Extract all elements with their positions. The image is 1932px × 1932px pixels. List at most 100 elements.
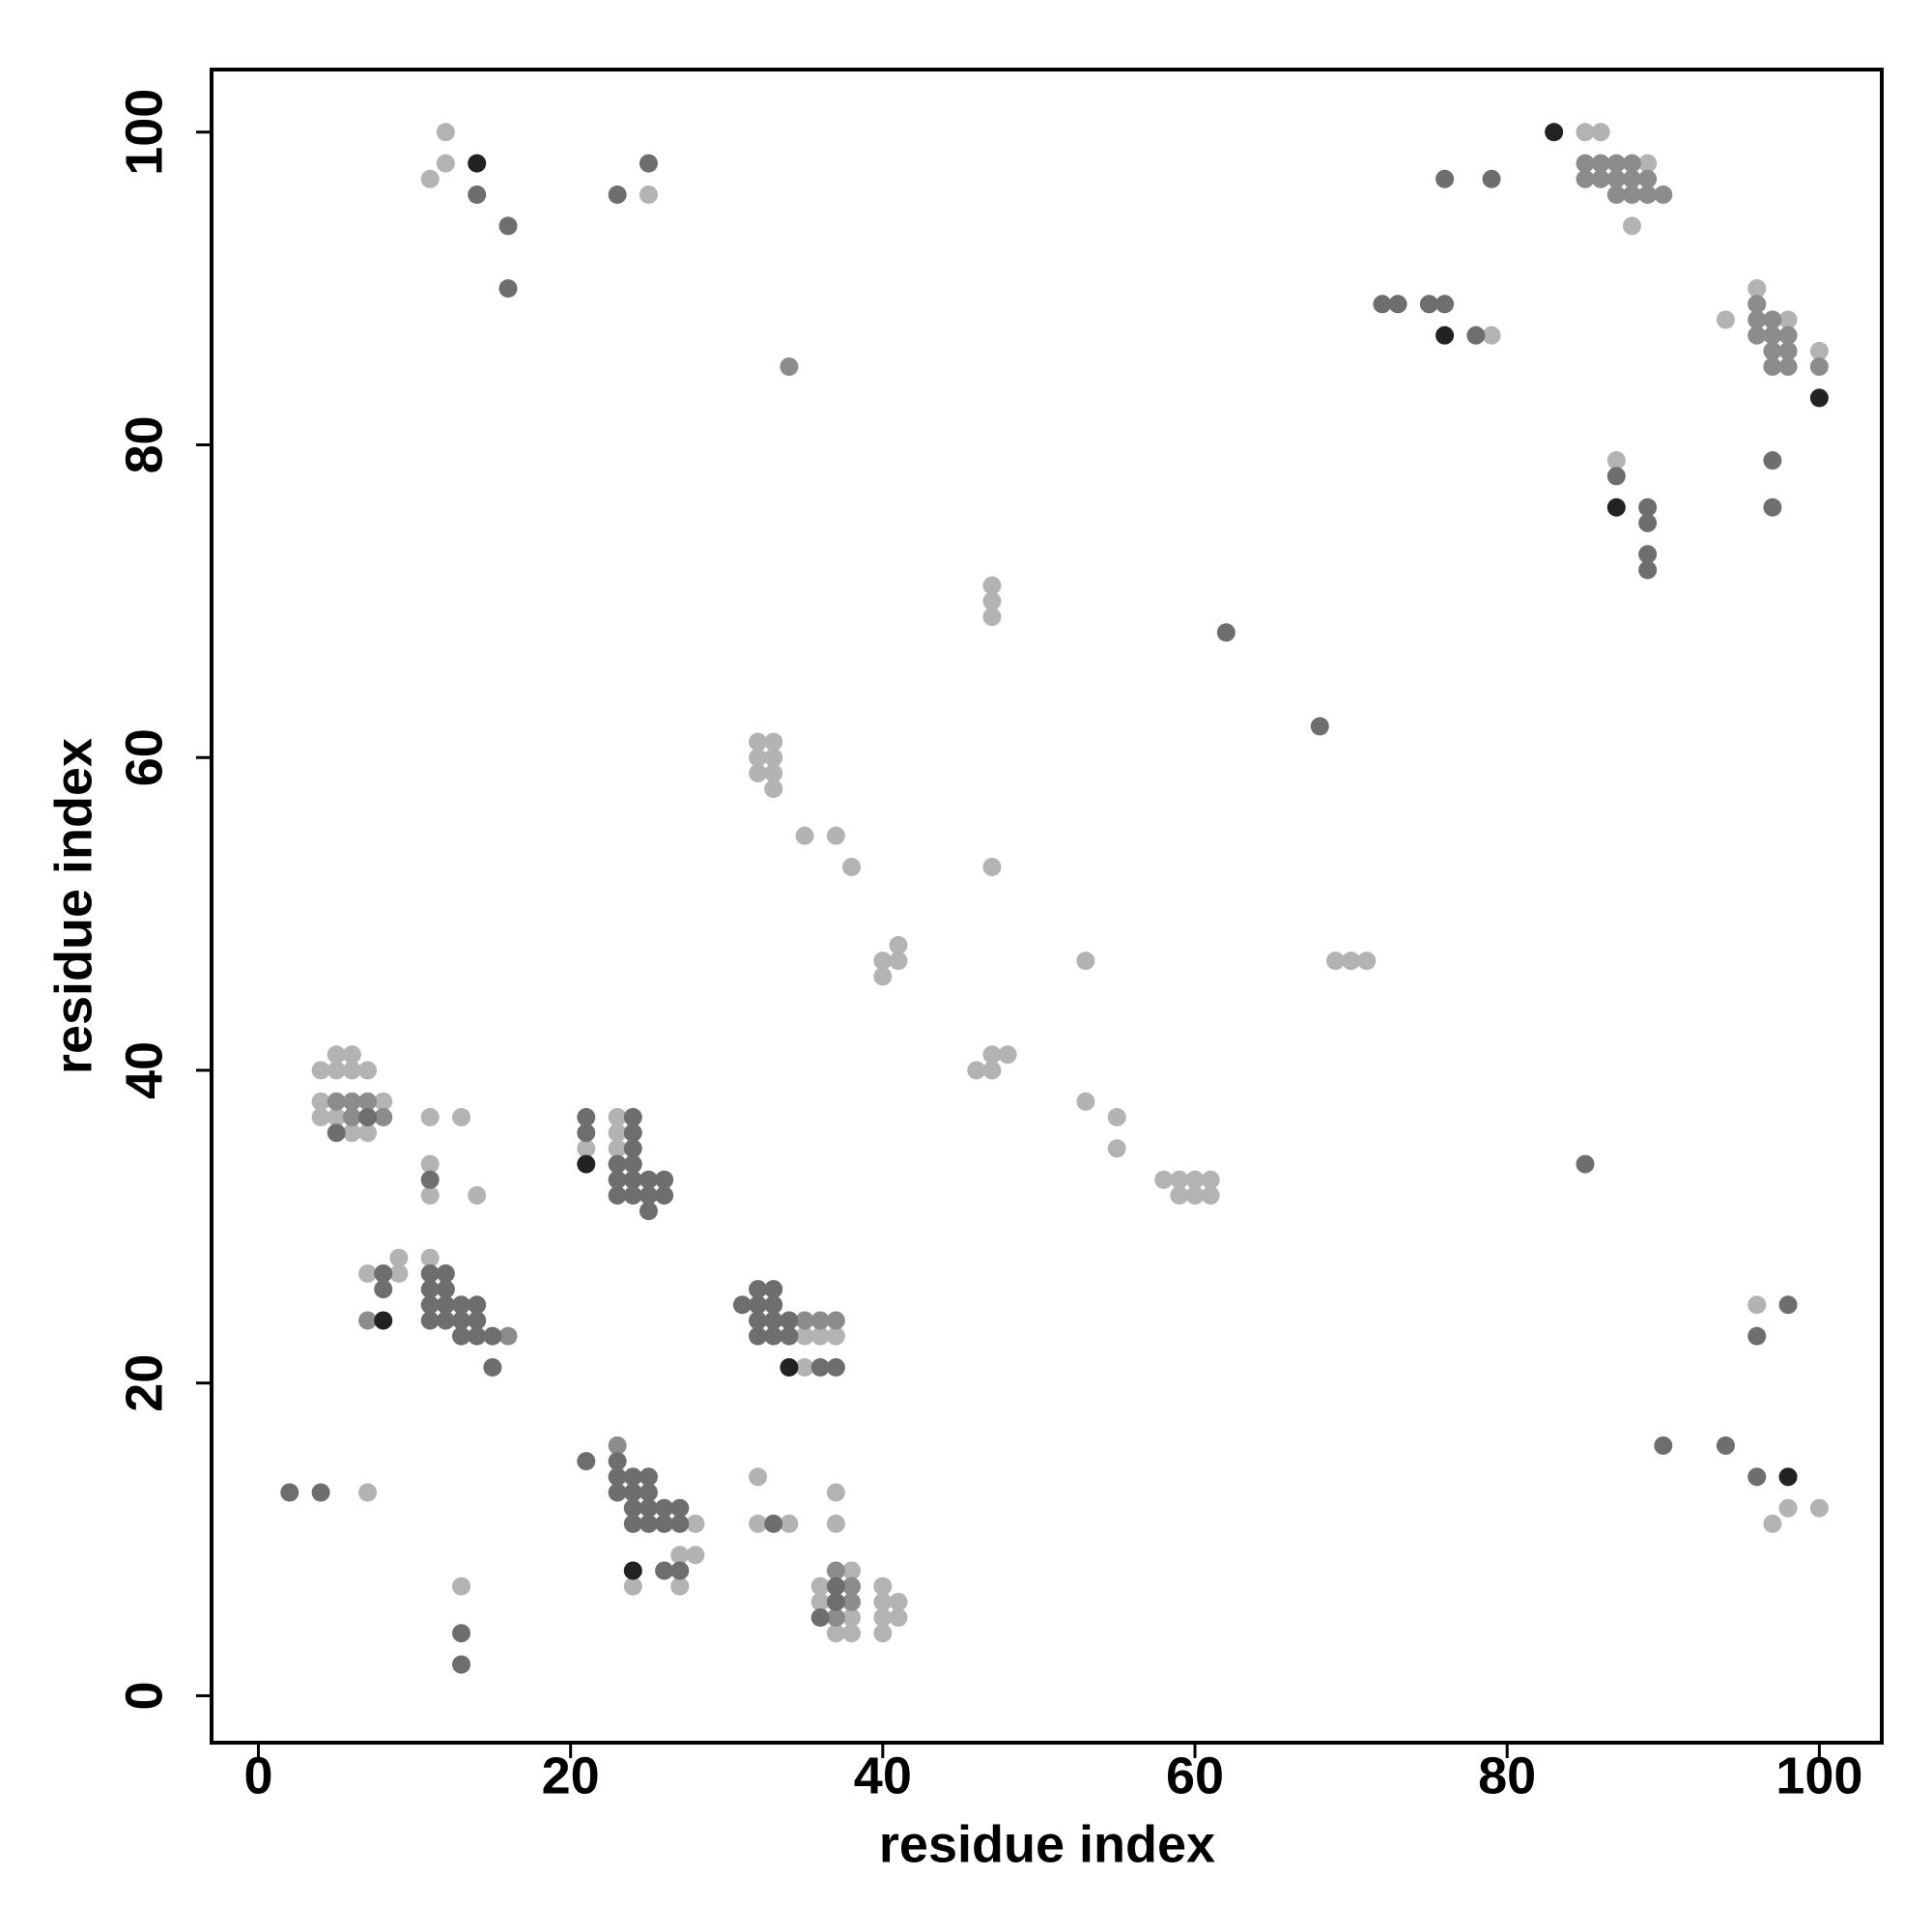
point (780, 1326, 799, 1346)
point (982, 576, 1002, 595)
point (826, 1483, 845, 1502)
point (436, 1264, 455, 1283)
point (639, 1483, 658, 1502)
point (1778, 341, 1798, 360)
point (311, 1483, 330, 1502)
point (1216, 623, 1236, 642)
point (1170, 1185, 1189, 1205)
point (639, 1185, 658, 1205)
x-tick-label: 100 (1776, 1747, 1862, 1804)
point (826, 826, 845, 845)
point (608, 1170, 627, 1189)
point (577, 1154, 596, 1174)
point (420, 1154, 440, 1174)
point (420, 1264, 440, 1283)
point (1747, 279, 1767, 298)
point (889, 1608, 908, 1628)
point (967, 1061, 986, 1080)
point (873, 1592, 893, 1611)
point (608, 1123, 627, 1143)
point (780, 1358, 799, 1378)
point (1809, 1498, 1829, 1518)
point (311, 1061, 330, 1080)
x-tick-label: 60 (1166, 1747, 1224, 1804)
point (982, 591, 1002, 611)
point (342, 1045, 361, 1065)
point (1154, 1170, 1174, 1189)
point (623, 1123, 642, 1143)
point (420, 1170, 440, 1189)
point (608, 1185, 627, 1205)
point (608, 1467, 627, 1487)
point (1716, 1435, 1735, 1455)
point (1185, 1185, 1205, 1205)
point (623, 1154, 642, 1174)
point (1716, 310, 1735, 329)
point (577, 1108, 596, 1127)
point (358, 1483, 378, 1502)
point (342, 1108, 361, 1127)
point (608, 1435, 627, 1455)
point (1591, 169, 1610, 188)
point (1747, 1326, 1767, 1346)
point (982, 1061, 1002, 1080)
point (1638, 154, 1658, 173)
point (826, 1561, 845, 1580)
point (1763, 341, 1782, 360)
point (452, 1326, 471, 1346)
point (452, 1311, 471, 1330)
point (1809, 357, 1829, 377)
point (764, 780, 783, 799)
point (1763, 310, 1782, 329)
point (810, 1608, 830, 1628)
point (468, 1295, 487, 1315)
point (810, 1577, 830, 1596)
point (686, 1514, 705, 1533)
point (1747, 310, 1767, 329)
point (1778, 357, 1798, 377)
point (780, 1514, 799, 1533)
point (1606, 451, 1626, 470)
point (452, 1295, 471, 1315)
point (1763, 451, 1782, 470)
point (749, 732, 768, 752)
point (1435, 295, 1455, 314)
y-tick-label: 100 (115, 89, 173, 176)
point (1622, 185, 1641, 204)
point (623, 1139, 642, 1158)
point (795, 1311, 814, 1330)
point (639, 1202, 658, 1221)
point (374, 1108, 393, 1127)
point (982, 858, 1002, 877)
point (468, 1326, 487, 1346)
point (436, 1295, 455, 1315)
point (1638, 513, 1658, 532)
point (1107, 1139, 1126, 1158)
point (1076, 1092, 1095, 1111)
point (826, 1624, 845, 1643)
point (1747, 1467, 1767, 1487)
point (670, 1577, 690, 1596)
point (1435, 326, 1455, 345)
point (1778, 310, 1798, 329)
point (420, 1311, 440, 1330)
point (670, 1498, 690, 1518)
y-axis-title: residue index (44, 738, 102, 1074)
point (1373, 295, 1392, 314)
point (608, 1139, 627, 1158)
point (1747, 326, 1767, 345)
point (374, 1280, 393, 1299)
point (873, 1577, 893, 1596)
point (374, 1311, 393, 1330)
point (420, 1295, 440, 1315)
point (577, 1139, 596, 1158)
point (358, 1311, 378, 1330)
y-tick-label: 20 (115, 1354, 173, 1412)
point (842, 1592, 862, 1611)
point (420, 169, 440, 188)
point (389, 1264, 409, 1283)
point (1622, 154, 1641, 173)
point (327, 1123, 346, 1143)
point (1747, 295, 1767, 314)
